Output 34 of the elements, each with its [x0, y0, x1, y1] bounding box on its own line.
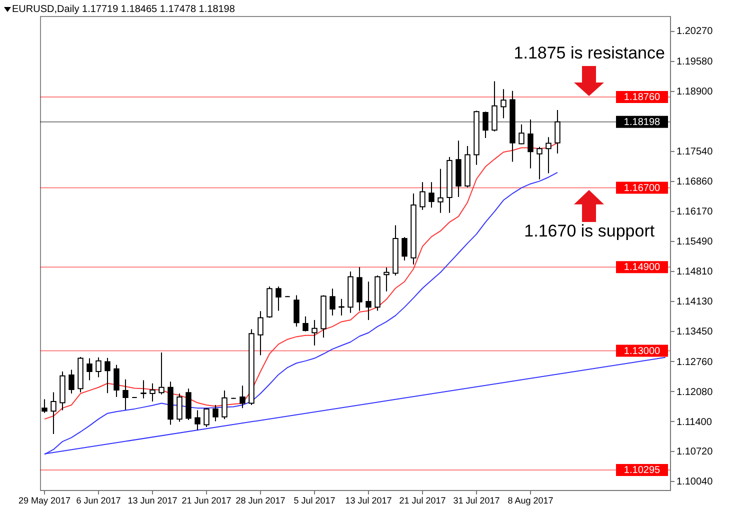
x-tick-label: 13 Jul 2017: [345, 496, 392, 506]
x-tick-label: 6 Jun 2017: [76, 496, 121, 506]
ref-line-label: 1.18760: [624, 92, 661, 104]
annotation: 1.1875 is resistance: [514, 43, 665, 62]
x-tick-label: 31 Jul 2017: [453, 496, 500, 506]
y-tick-label: 1.14130: [676, 296, 714, 308]
y-tick-label: 1.10040: [676, 476, 714, 488]
x-tick-label: 13 Jun 2017: [128, 496, 178, 506]
y-tick-label: 1.16860: [676, 176, 714, 188]
y-tick-label: 1.12080: [676, 386, 714, 398]
chart-title: EURUSD,Daily 1.17719 1.18465 1.17478 1.18198: [12, 4, 236, 15]
ref-line-label: 1.10295: [624, 464, 661, 476]
y-tick-label: 1.19580: [676, 56, 714, 68]
y-tick-label: 1.12760: [676, 356, 714, 368]
y-tick-label: 1.11400: [676, 416, 712, 428]
annotation: 1.1670 is support: [524, 222, 655, 241]
x-tick-label: 21 Jun 2017: [182, 496, 232, 506]
ref-line-label: 1.16700: [624, 182, 661, 194]
y-tick-label: 1.16170: [676, 206, 714, 218]
x-tick-label: 29 May 2017: [18, 496, 71, 506]
y-tick-label: 1.20270: [676, 26, 714, 38]
y-tick-label: 1.14810: [676, 266, 714, 278]
x-tick-label: 28 Jun 2017: [236, 496, 286, 506]
x-tick-label: 21 Jul 2017: [399, 496, 446, 506]
ref-line-label: 1.14900: [624, 262, 661, 274]
y-tick-label: 1.10720: [676, 446, 714, 458]
y-tick-label: 1.15490: [676, 236, 714, 248]
x-tick-label: 5 Jul 2017: [294, 496, 336, 506]
y-tick-label: 1.17540: [676, 146, 714, 158]
y-tick-label: 1.18900: [676, 86, 714, 98]
ref-line-label: 1.18198: [624, 116, 661, 128]
y-tick-label: 1.13450: [676, 326, 714, 338]
ref-line-label: 1.13000: [624, 346, 661, 357]
x-tick-label: 8 Aug 2017: [508, 496, 554, 506]
